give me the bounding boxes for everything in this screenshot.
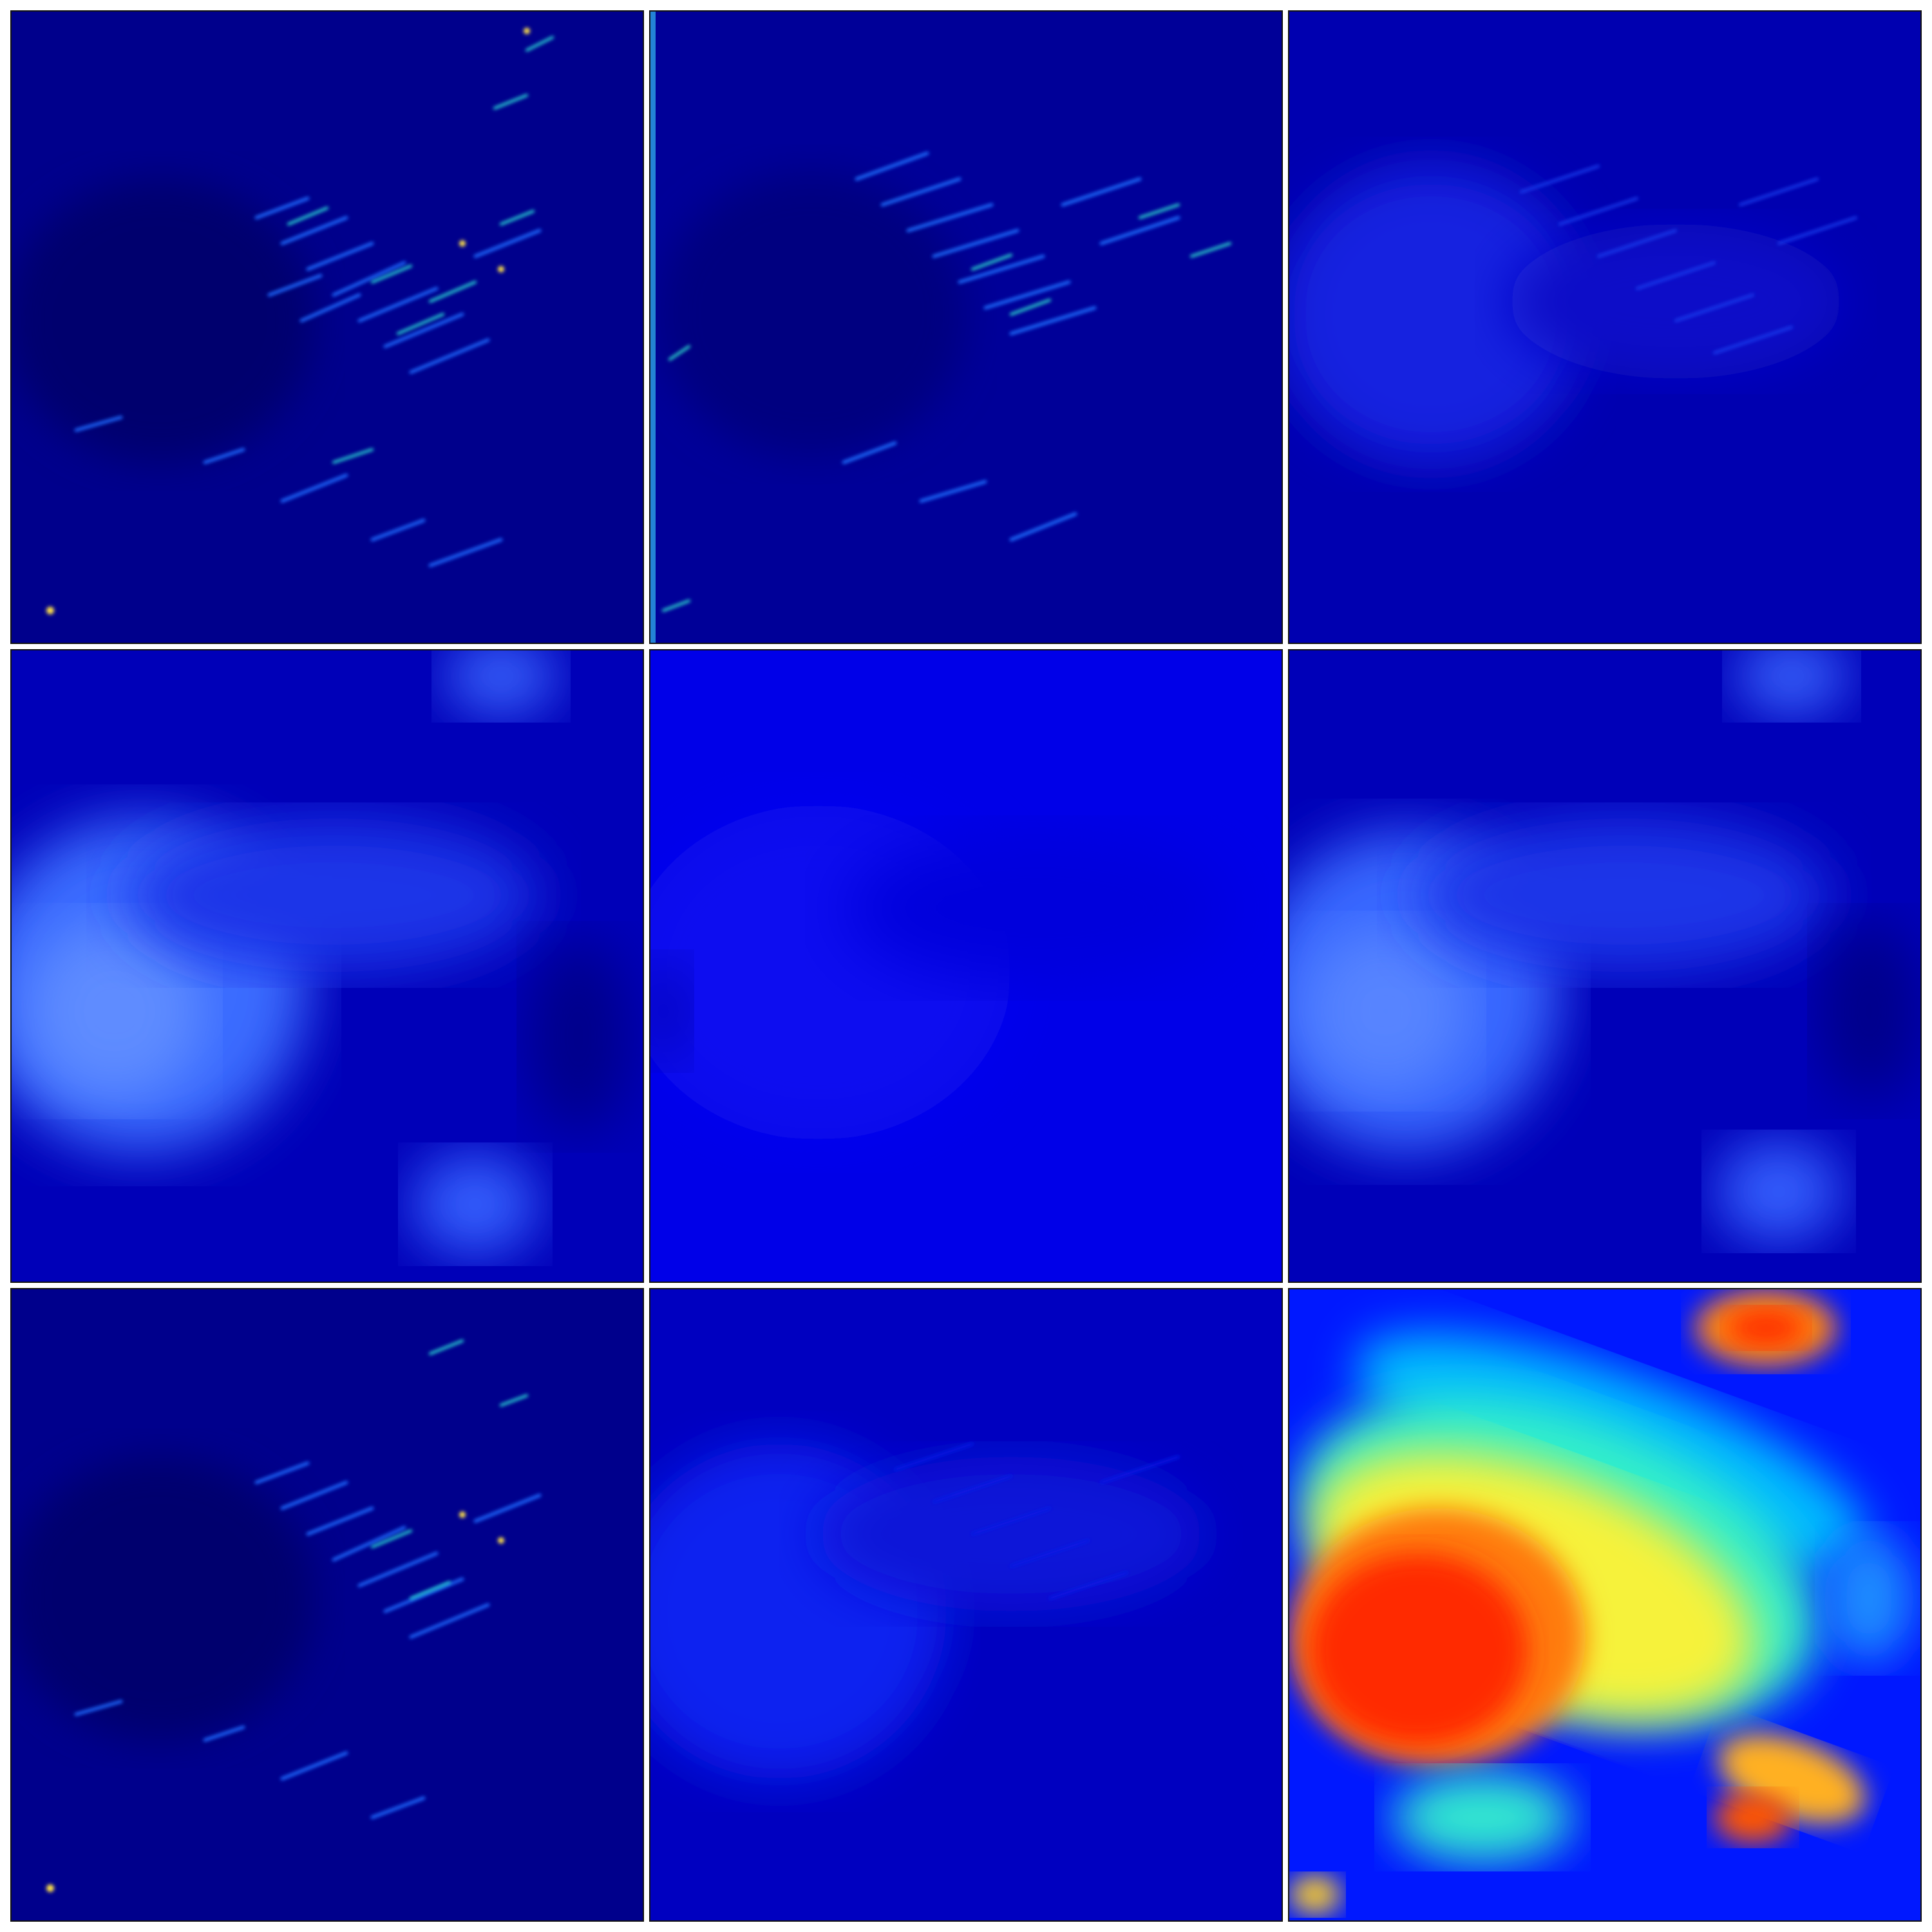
panel-r1c3-image [1289, 12, 1920, 643]
panel-r2c3-image [1289, 650, 1920, 1282]
panel-r1c2 [649, 10, 1283, 644]
panel-r3c2 [649, 1288, 1283, 1922]
panel-r3c3-image [1289, 1289, 1920, 1920]
panel-r2c2-image [650, 650, 1282, 1282]
panel-r2c1-image [12, 650, 643, 1282]
panel-r2c1 [10, 649, 644, 1283]
panel-r3c2-image [650, 1289, 1282, 1920]
panel-r1c1-image [12, 12, 643, 643]
panel-r3c1-image [12, 1289, 643, 1920]
image-grid [10, 10, 1922, 1922]
panel-r1c3 [1288, 10, 1922, 644]
panel-r2c2 [649, 649, 1283, 1283]
panel-r3c3 [1288, 1288, 1922, 1922]
panel-r2c3 [1288, 649, 1922, 1283]
panel-r1c2-image [650, 12, 1282, 643]
panel-r1c1 [10, 10, 644, 644]
panel-r3c1 [10, 1288, 644, 1922]
